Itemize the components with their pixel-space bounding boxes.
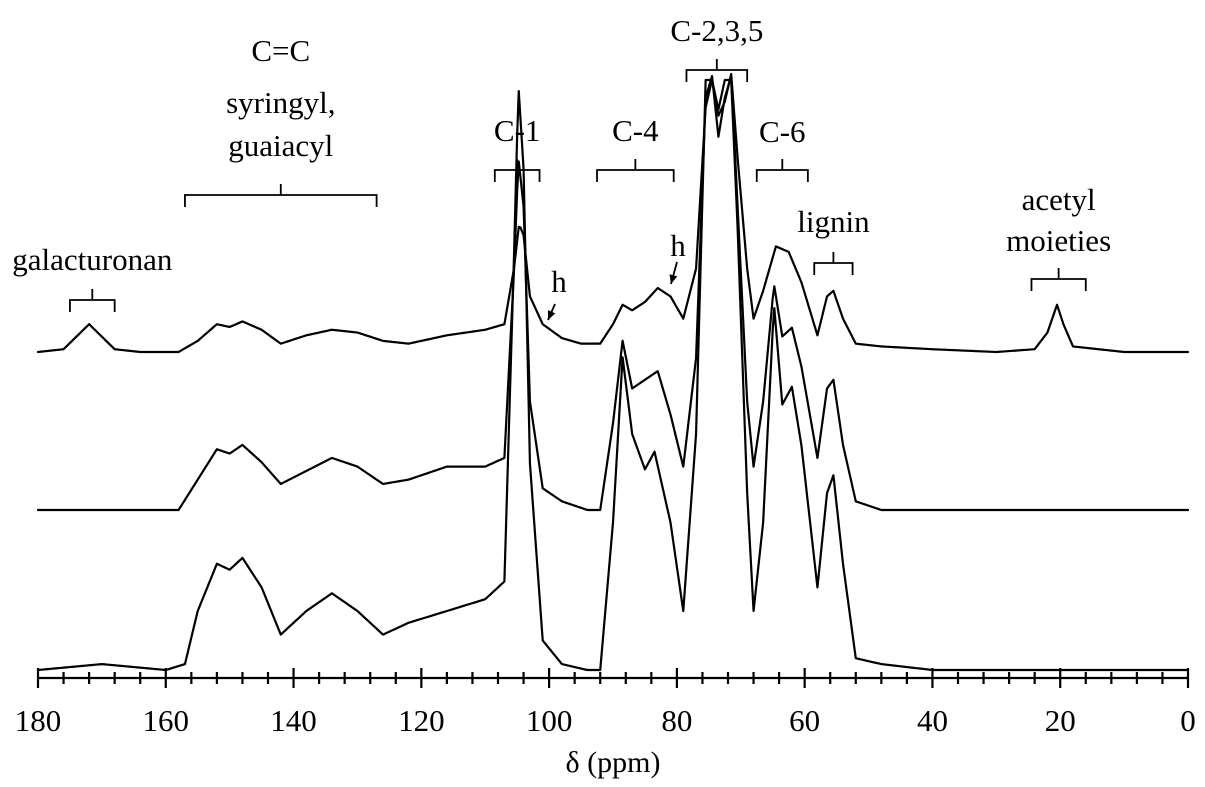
x-tick-label: 140 xyxy=(270,703,317,738)
c6-label: C-6 xyxy=(759,114,806,149)
h-marker-label: h xyxy=(670,228,686,263)
x-tick-label: 160 xyxy=(143,703,190,738)
x-axis-title: δ (ppm) xyxy=(566,746,661,779)
lignin-bracket xyxy=(813,252,854,275)
c235-bracket xyxy=(685,59,749,82)
cc-bracket xyxy=(184,184,378,207)
c1-label: C-1 xyxy=(494,113,541,148)
cc-label: guaiacyl xyxy=(228,128,333,163)
spectra-group xyxy=(36,72,1190,672)
x-tick-label: 20 xyxy=(1045,703,1076,738)
cc-label: syringyl, xyxy=(226,85,335,120)
x-tick-label: 0 xyxy=(1180,703,1196,738)
spectrum-trace-3 xyxy=(36,78,1190,672)
lignin-label: lignin xyxy=(797,204,870,239)
c4-label: C-4 xyxy=(612,113,659,148)
x-tick-label: 40 xyxy=(917,703,948,738)
spectrum-trace-1 xyxy=(36,72,1190,354)
c1-bracket xyxy=(493,159,541,182)
c4-bracket xyxy=(596,159,675,182)
h-marker-label: h xyxy=(551,264,567,299)
x-tick-label: 180 xyxy=(15,703,62,738)
x-tick-label: 100 xyxy=(526,703,573,738)
x-axis: 180 160 140 120 100 80 60 40 20 0 xyxy=(15,668,1196,738)
c235-label: C-2,3,5 xyxy=(670,13,763,48)
galacturonan-bracket xyxy=(69,289,116,312)
galacturonan-label: galacturonan xyxy=(12,242,173,277)
x-tick-label: 60 xyxy=(789,703,820,738)
h-marker-arrowhead xyxy=(547,310,556,320)
peak-annotations: galacturonan C=C syringyl, guaiacyl C-1 C-4 C-… xyxy=(12,13,1111,321)
x-tick-label: 80 xyxy=(661,703,692,738)
h-marker-arrowhead xyxy=(669,274,678,284)
acetyl-label: acetyl xyxy=(1022,182,1096,217)
cc-label: C=C xyxy=(251,33,310,68)
x-tick-label: 120 xyxy=(398,703,445,738)
c6-bracket xyxy=(755,159,809,182)
spectrum-trace-2 xyxy=(36,74,1190,512)
acetyl-label: moieties xyxy=(1006,223,1111,258)
acetyl-bracket xyxy=(1030,268,1087,291)
